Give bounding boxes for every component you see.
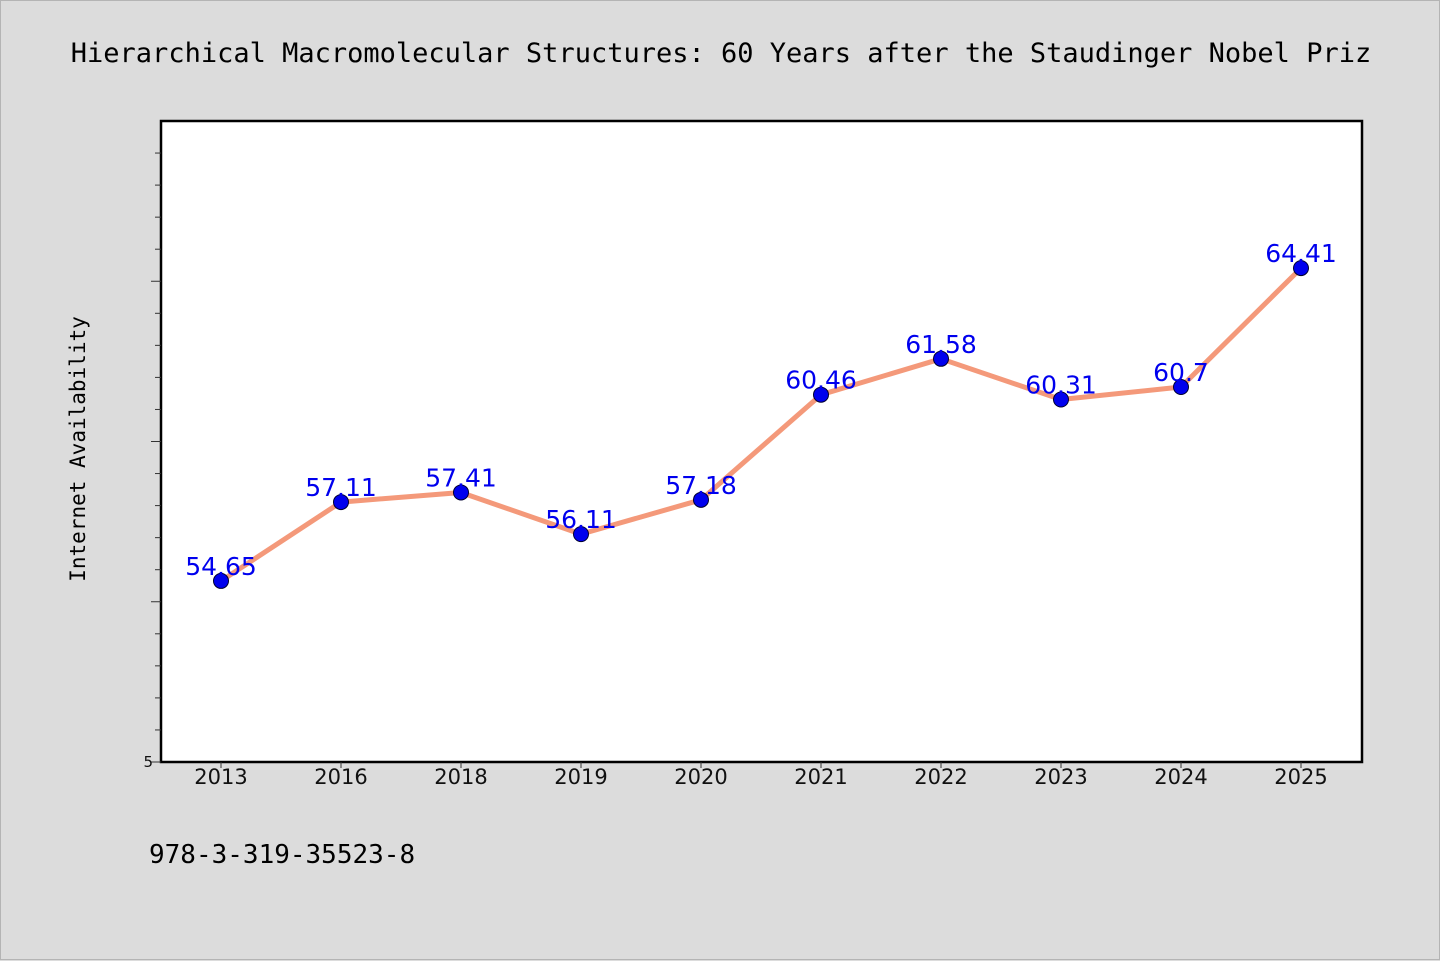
x-axis-ticks: 2013 2016 2018 2019 2020 2021 2022 2023 2024 2025 (194, 762, 1328, 789)
data-point (1173, 379, 1189, 396)
y-axis-label: Internet Availability (66, 316, 90, 582)
y-axis-ticks: 5 (143, 152, 161, 771)
data-label: 60.7 (1153, 358, 1209, 387)
x-tick-label: 2024 (1154, 765, 1207, 789)
x-tick-label: 2020 (674, 765, 727, 789)
data-label: 54.65 (185, 552, 257, 581)
x-tick-label: 2025 (1274, 765, 1327, 789)
data-point (1053, 391, 1069, 408)
data-label: 57.11 (305, 473, 377, 502)
data-point (1293, 260, 1309, 277)
data-label: 60.31 (1025, 371, 1097, 400)
x-tick-label: 2021 (794, 765, 847, 789)
x-tick-label: 2023 (1034, 765, 1087, 789)
data-label: 57.41 (425, 463, 497, 492)
data-point (213, 572, 229, 589)
x-tick-label: 2019 (554, 765, 607, 789)
data-point (693, 491, 709, 508)
chart-title: Hierarchical Macromolecular Structures: … (71, 38, 1371, 69)
series-layer: 54.65 57.11 57.41 56.11 57.18 60.46 61.58 60.31… (185, 239, 1337, 589)
x-tick-label: 2018 (434, 765, 487, 789)
data-label: 60.46 (785, 366, 857, 395)
data-label: 57.18 (665, 471, 737, 500)
data-point (573, 526, 589, 543)
x-tick-label: 2016 (314, 765, 367, 789)
plot-area (159, 119, 1364, 764)
data-label: 56.11 (545, 505, 617, 534)
data-label: 64.41 (1265, 239, 1337, 268)
data-point (813, 386, 829, 403)
y-tick-label: 5 (143, 753, 153, 771)
data-point (933, 350, 949, 367)
footnote-isbn: 978-3-319-35523-8 (149, 840, 415, 870)
data-label: 61.58 (905, 330, 977, 359)
x-tick-label: 2022 (914, 765, 967, 789)
data-point (333, 494, 349, 511)
x-tick-label: 2013 (194, 765, 247, 789)
series-line (218, 265, 1304, 584)
data-point (453, 484, 469, 501)
